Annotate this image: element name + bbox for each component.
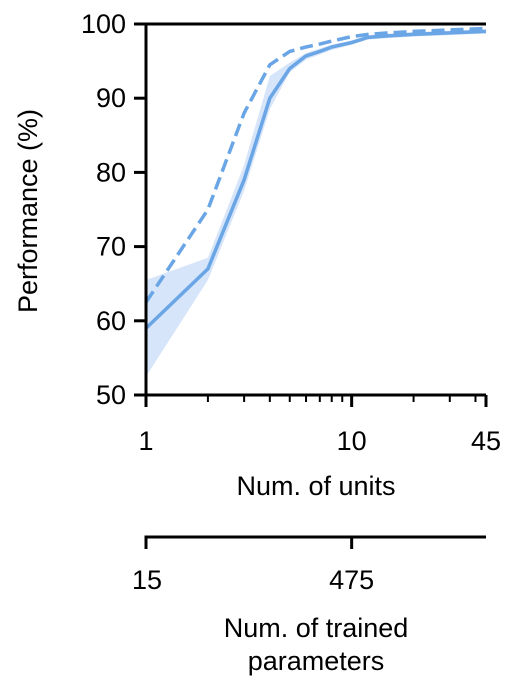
- confidence-band: [146, 29, 486, 377]
- y-tick-label: 80: [96, 157, 126, 187]
- secondary-x-tick-label: 475: [329, 565, 374, 595]
- x-axis-title: Num. of units: [236, 471, 395, 501]
- solid-series-line: [144, 29, 487, 330]
- y-tick-label: 50: [96, 380, 126, 410]
- secondary-x-axis-title-line1: Num. of trained: [224, 613, 409, 643]
- x-tick-label: 10: [337, 426, 367, 456]
- x-tick-label: 45: [471, 426, 501, 456]
- secondary-x-axis-title-line2: parameters: [248, 646, 385, 676]
- y-tick-label: 100: [81, 9, 126, 39]
- dashed-series-line: [144, 26, 487, 304]
- y-tick-label: 60: [96, 306, 126, 336]
- x-tick-label: 1: [138, 426, 153, 456]
- secondary-x-tick-label: 15: [132, 565, 162, 595]
- y-tick-label: 70: [96, 232, 126, 262]
- y-axis-title: Performance (%): [13, 109, 43, 313]
- y-tick-label: 90: [96, 83, 126, 113]
